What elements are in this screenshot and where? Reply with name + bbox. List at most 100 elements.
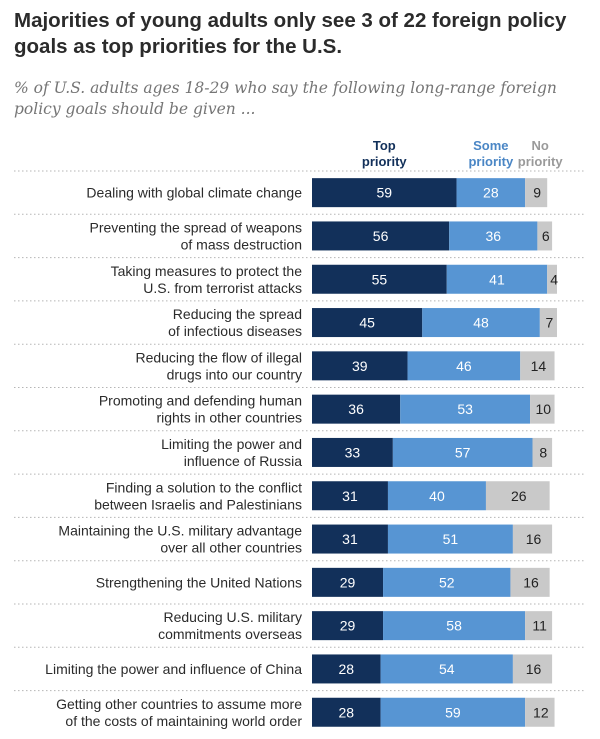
bar-some-priority: [387, 481, 486, 511]
header-some-priority: Some: [473, 138, 508, 153]
bar-top-priority: [312, 437, 393, 467]
category-label: Finding a solution to the conflict: [106, 479, 302, 495]
value-label-some-priority: 52: [439, 574, 455, 590]
bar-some-priority: [449, 221, 538, 251]
value-label-top-priority: 39: [352, 358, 368, 374]
value-label-some-priority: 51: [443, 531, 459, 547]
category-label: Limiting the power and influence of Chin…: [45, 661, 302, 677]
header-top-priority: Top: [373, 138, 396, 153]
value-label-no-priority: 4: [550, 271, 558, 287]
category-label: U.S. from terrorist attacks: [143, 280, 302, 296]
value-label-some-priority: 48: [473, 315, 489, 331]
bar-top-priority: [312, 264, 447, 294]
value-label-some-priority: 46: [456, 358, 472, 374]
value-label-some-priority: 57: [455, 444, 471, 460]
header-top-priority: priority: [362, 154, 408, 169]
chart-subtitle: % of U.S. adults ages 18-29 who say the …: [14, 79, 557, 118]
value-label-top-priority: 55: [372, 271, 388, 287]
value-label-some-priority: 54: [439, 661, 455, 677]
value-label-some-priority: 58: [446, 618, 462, 634]
bar-no-priority: [512, 654, 553, 684]
bar-no-priority: [532, 437, 553, 467]
value-label-top-priority: 29: [340, 574, 356, 590]
value-label-no-priority: 7: [546, 315, 554, 331]
bar-top-priority: [312, 221, 450, 251]
value-label-top-priority: 36: [348, 401, 364, 417]
bar-no-priority: [485, 481, 550, 511]
header-no-priority: No: [532, 138, 549, 153]
category-label: of mass destruction: [181, 236, 302, 252]
bar-no-priority: [525, 178, 548, 208]
bar-top-priority: [312, 567, 384, 597]
category-label: Reducing U.S. military: [164, 609, 303, 625]
category-label: Strengthening the United Nations: [96, 574, 302, 590]
category-label: between Israelis and Palestinians: [94, 496, 302, 512]
category-label: Promoting and defending human: [99, 393, 302, 409]
bar-top-priority: [312, 351, 408, 381]
bar-no-priority: [525, 611, 553, 641]
category-label: Limiting the power and: [161, 436, 302, 452]
category-label: Maintaining the U.S. military advantage: [58, 523, 302, 539]
bar-top-priority: [312, 697, 381, 727]
category-label: rights in other countries: [156, 410, 302, 426]
value-label-some-priority: 36: [486, 228, 502, 244]
bar-top-priority: [312, 611, 384, 641]
value-label-no-priority: 8: [539, 444, 547, 460]
value-label-no-priority: 12: [533, 704, 549, 720]
value-label-no-priority: 16: [526, 661, 542, 677]
chart-title: Majorities of young adults only see 3 of…: [14, 9, 567, 58]
bar-no-priority: [525, 697, 555, 727]
value-label-some-priority: 59: [445, 704, 461, 720]
bar-no-priority: [510, 567, 550, 597]
bar-no-priority: [547, 264, 557, 294]
bar-no-priority: [537, 221, 553, 251]
bar-some-priority: [407, 351, 521, 381]
bar-some-priority: [380, 697, 526, 727]
category-label: of the costs of maintaining world order: [65, 713, 302, 729]
value-label-no-priority: 6: [542, 228, 550, 244]
value-label-top-priority: 28: [339, 661, 355, 677]
value-label-some-priority: 28: [483, 185, 499, 201]
category-label: Taking measures to protect the: [111, 263, 303, 279]
value-label-no-priority: 10: [536, 401, 552, 417]
bar-no-priority: [539, 308, 557, 338]
value-label-top-priority: 31: [342, 531, 358, 547]
value-label-top-priority: 28: [339, 704, 355, 720]
category-label: Dealing with global climate change: [86, 185, 302, 201]
bar-top-priority: [312, 178, 457, 208]
bar-some-priority: [383, 567, 511, 597]
value-label-top-priority: 56: [373, 228, 389, 244]
value-label-top-priority: 59: [376, 185, 392, 201]
value-label-no-priority: 16: [526, 531, 542, 547]
category-label: Reducing the flow of illegal: [135, 349, 302, 365]
category-label: Preventing the spread of weapons: [90, 219, 302, 235]
value-label-top-priority: 29: [340, 618, 356, 634]
value-label-top-priority: 45: [359, 315, 375, 331]
header-some-priority: priority: [468, 154, 514, 169]
value-label-top-priority: 31: [342, 488, 358, 504]
category-label: Reducing the spread: [173, 306, 302, 322]
bar-some-priority: [392, 437, 533, 467]
bar-no-priority: [520, 351, 555, 381]
bar-some-priority: [387, 524, 513, 554]
category-label: influence of Russia: [184, 453, 303, 469]
bar-no-priority: [530, 394, 555, 424]
bar-top-priority: [312, 481, 388, 511]
bar-some-priority: [400, 394, 531, 424]
category-label: Getting other countries to assume more: [56, 696, 302, 712]
bar-top-priority: [312, 654, 381, 684]
bar-top-priority: [312, 394, 401, 424]
bar-some-priority: [422, 308, 540, 338]
value-label-no-priority: 14: [531, 358, 547, 374]
category-label: over all other countries: [160, 540, 302, 556]
value-label-top-priority: 33: [345, 444, 361, 460]
category-label: of infectious diseases: [168, 323, 302, 339]
category-label: commitments overseas: [158, 626, 302, 642]
value-label-some-priority: 40: [429, 488, 445, 504]
bar-some-priority: [446, 264, 548, 294]
value-label-no-priority: 11: [532, 618, 547, 634]
bar-top-priority: [312, 308, 423, 338]
value-label-no-priority: 26: [511, 488, 527, 504]
value-label-some-priority: 41: [489, 271, 505, 287]
